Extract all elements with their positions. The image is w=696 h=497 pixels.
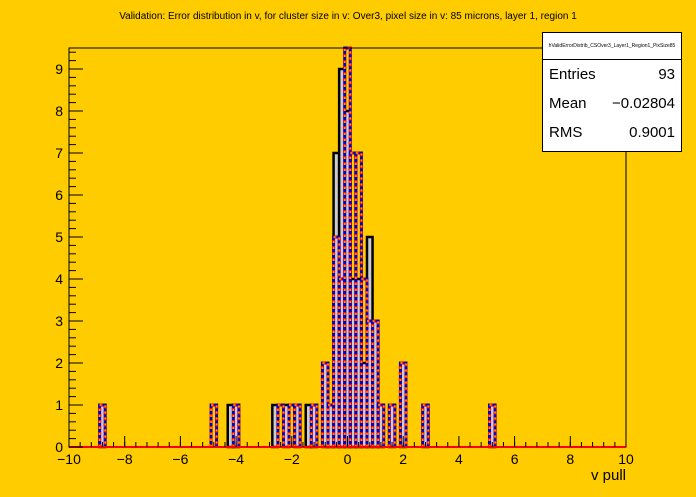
x-axis-label: v pull [591, 467, 626, 484]
y-tick-label: 8 [55, 103, 63, 119]
hist-bar-series-2 [231, 403, 241, 447]
stat-label: RMS [549, 124, 583, 141]
y-tick-label: 4 [55, 271, 63, 287]
y-tick-label: 1 [55, 397, 63, 413]
hist-bar-series-2 [371, 319, 380, 447]
x-tick-label: 4 [455, 451, 463, 467]
hist-bar-series-2 [398, 361, 408, 447]
x-tick-label: 0 [344, 451, 352, 467]
hist-bar-series-2 [488, 403, 497, 447]
stats-box: hValidErrorDistrib_CSOver3_Layer1_Region… [542, 32, 682, 152]
y-tick-label: 7 [55, 145, 63, 161]
x-tick-label: −10 [57, 451, 81, 467]
y-tick-label: 9 [55, 61, 63, 77]
x-tick-label: 6 [511, 451, 519, 467]
hist-bar-series-2 [387, 403, 397, 447]
stat-value: 93 [658, 66, 675, 83]
hist-bar-series-2 [276, 403, 285, 447]
hist-bar-series-2 [293, 403, 302, 447]
x-tick-label: 8 [566, 451, 574, 467]
y-tick-label: 3 [55, 313, 63, 329]
x-tick-label: −6 [172, 451, 188, 467]
hist-bar-series-2 [421, 403, 430, 447]
y-tick-label: 5 [55, 229, 63, 245]
y-tick-label: 0 [55, 439, 63, 455]
stat-value: −0.02804 [612, 95, 675, 112]
hist-bar-series-2 [209, 403, 219, 447]
stats-histogram-name: hValidErrorDistrib_CSOver3_Layer1_Region… [543, 33, 681, 60]
stat-label: Mean [549, 95, 587, 112]
stat-value: 0.9001 [629, 124, 675, 141]
hist-bar-series-2 [309, 403, 319, 447]
x-tick-label: 2 [399, 451, 407, 467]
hist-bar-series-2 [376, 403, 386, 447]
stat-row-rms: RMS 0.9001 [543, 118, 681, 147]
y-tick-label: 2 [55, 355, 63, 371]
x-tick-label: −2 [284, 451, 300, 467]
y-tick-label: 6 [55, 187, 63, 203]
hist-bar-series-2 [98, 403, 107, 447]
chart-title: Validation: Error distribution in v, for… [119, 11, 577, 22]
stat-row-entries: Entries 93 [543, 60, 681, 89]
stat-label: Entries [549, 66, 596, 83]
x-tick-label: −4 [228, 451, 244, 467]
x-tick-label: 10 [618, 451, 634, 467]
stat-row-mean: Mean −0.02804 [543, 89, 681, 118]
x-tick-label: −8 [117, 451, 133, 467]
